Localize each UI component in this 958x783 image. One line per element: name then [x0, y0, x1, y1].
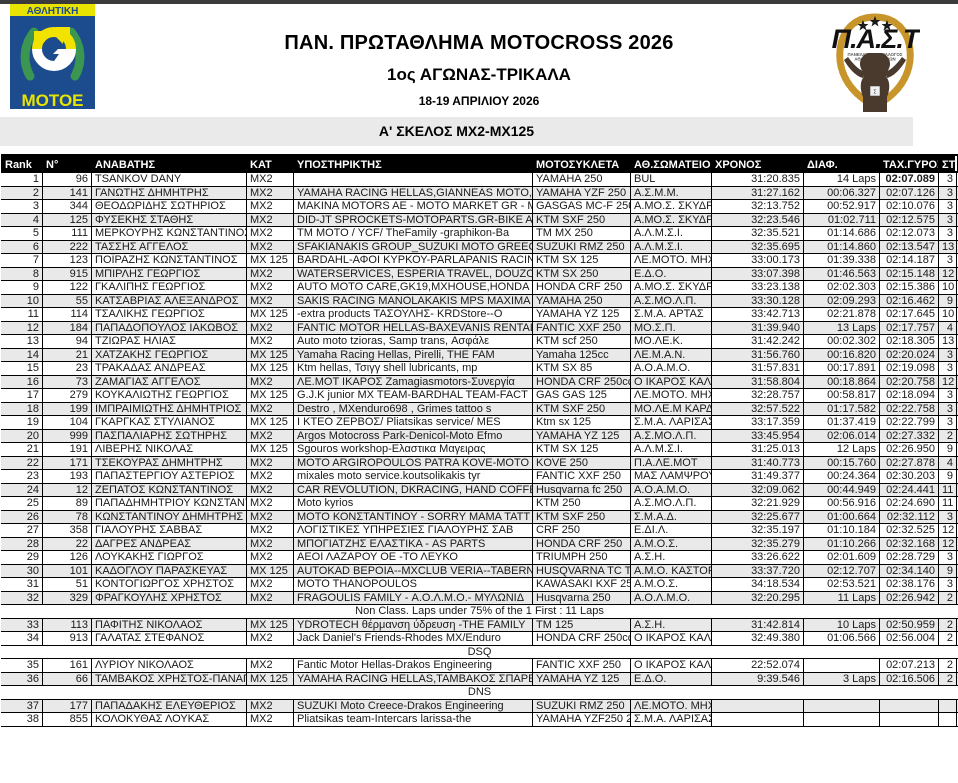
- svg-text:ΑΘΛΗΤΙΚΗ: ΑΘΛΗΤΙΚΗ: [27, 6, 79, 17]
